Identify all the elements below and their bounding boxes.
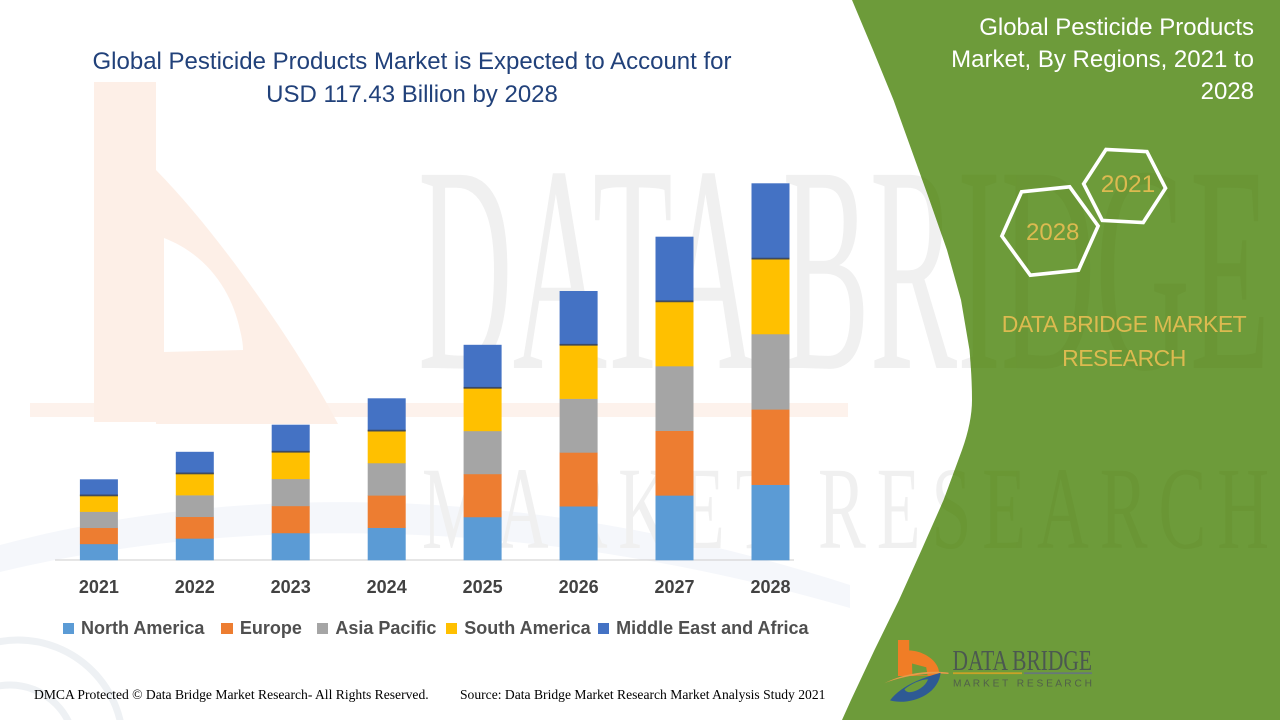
svg-text:DATA BRIDGE: DATA BRIDGE (953, 645, 1093, 677)
svg-text:M A R K E T R E S E A R C H: M A R K E T R E S E A R C H (953, 678, 1092, 690)
